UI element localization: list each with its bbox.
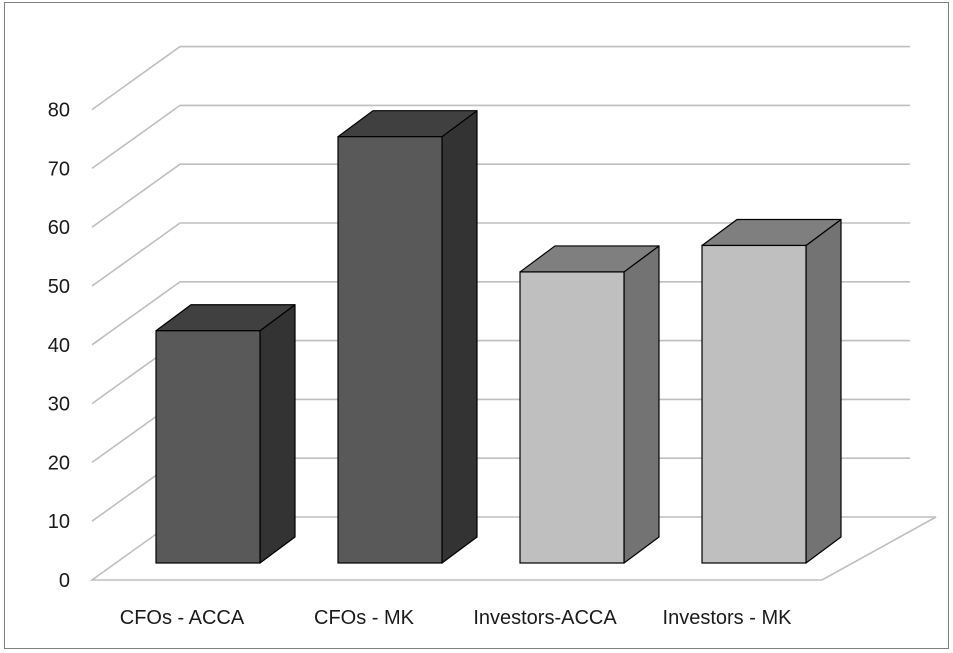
y-tick-label-0: 0	[59, 570, 70, 592]
bars	[155, 110, 842, 564]
bar-4	[701, 218, 842, 564]
x-category-label-3: Investors-ACCA	[473, 607, 617, 629]
bar-side-face	[441, 110, 478, 564]
y-tick-label-50: 50	[48, 276, 70, 298]
y-tick-label-80: 80	[48, 100, 70, 122]
bar-side-face	[805, 218, 842, 564]
bar-front-face	[337, 136, 443, 564]
bar-1	[155, 304, 296, 564]
gridline-60	[91, 163, 910, 228]
gridline-80	[91, 45, 910, 111]
x-category-label-2: CFOs - MK	[314, 607, 415, 629]
y-tick-label-10: 10	[48, 511, 70, 533]
y-tick-label-30: 30	[48, 394, 70, 416]
bar-front-face	[155, 330, 261, 564]
y-tick-label-70: 70	[48, 158, 70, 180]
bar-front-face	[701, 244, 807, 564]
bar-front-face	[519, 271, 625, 564]
y-axis-ticks: 0 10 20 30 40 50 60 70 80	[48, 100, 70, 592]
y-tick-label-60: 60	[48, 217, 70, 239]
gridline-40	[91, 280, 910, 346]
y-tick-label-20: 20	[48, 452, 70, 474]
bar-3	[519, 245, 660, 564]
y-tick-label-40: 40	[48, 335, 70, 357]
x-axis-categories: CFOs - ACCA CFOs - MK Investors-ACCA Invest…	[120, 607, 792, 629]
bar-side-face	[623, 245, 660, 564]
x-category-label-1: CFOs - ACCA	[120, 607, 245, 629]
gridlines	[91, 45, 910, 522]
gridline-70	[91, 104, 910, 170]
bar-2	[337, 110, 478, 564]
x-category-label-4: Investors - MK	[663, 607, 793, 629]
bar-side-face	[259, 304, 296, 564]
gridline-50	[91, 222, 910, 287]
